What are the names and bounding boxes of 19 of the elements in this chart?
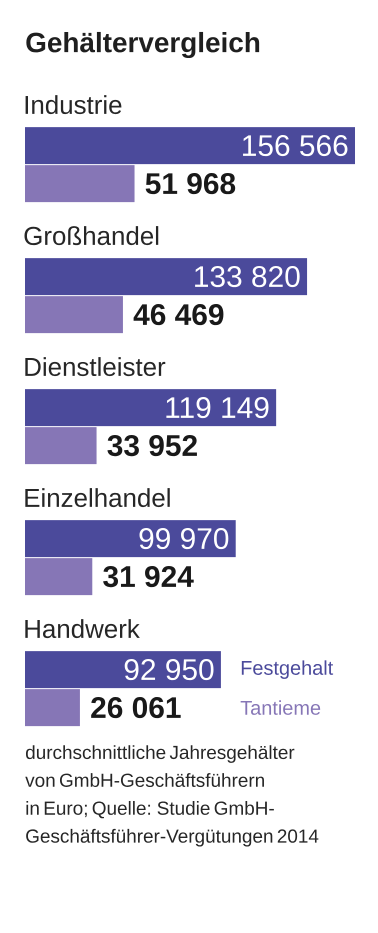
y-tick-label: Großhandel — [24, 226, 158, 246]
data-label: 99 970 — [140, 528, 228, 550]
data-label: 156 566 — [243, 135, 348, 156]
data-label: 26 061 — [91, 697, 181, 718]
data-label: 31 924 — [103, 566, 194, 588]
chart-title: Gehältervergleich — [26, 32, 260, 58]
series-label: Festgehalt — [242, 660, 334, 679]
annotation: durchschnittliche Jahresgehälter von GmbH-Geschäftsführern in Euro; Quelle: Studie GmbH-Geschäftsführer-Vergütungen 2014 — [25, 745, 318, 847]
data-label: 119 149 — [166, 397, 268, 418]
y-tick-label: Dienstleister — [25, 357, 166, 376]
y-tick-label: Einzelhandel — [25, 488, 170, 508]
data-label: 133 820 — [195, 266, 300, 288]
data-label: 92 950 — [124, 659, 214, 680]
y-tick-label: Industrie — [26, 95, 122, 114]
data-label: 51 968 — [146, 173, 236, 194]
data-label: 33 952 — [107, 434, 197, 456]
data-label: 46 469 — [134, 304, 224, 326]
text: Tantieme — [240, 700, 320, 715]
y-tick-label: Handwerk — [25, 619, 140, 638]
